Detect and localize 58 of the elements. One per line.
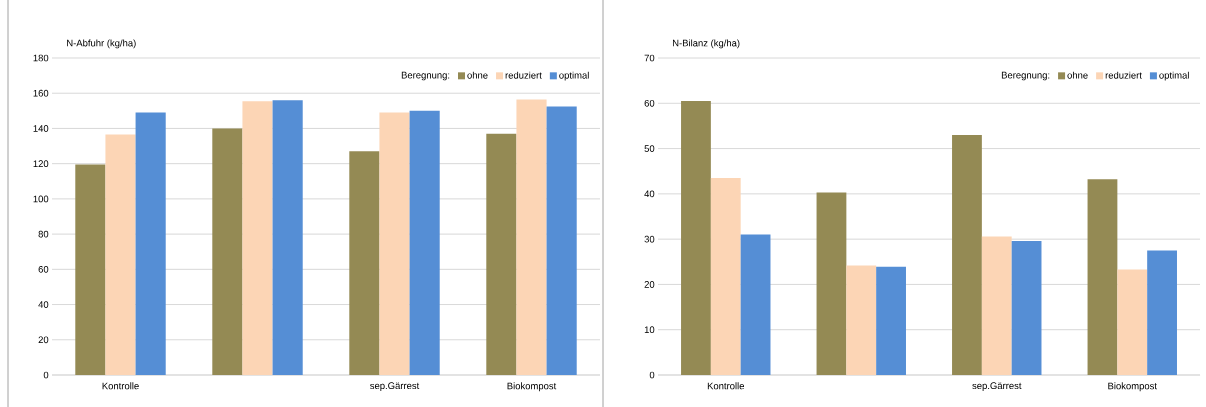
y-tick-label: 120 <box>33 160 49 168</box>
bar <box>816 192 847 375</box>
bar <box>486 133 517 375</box>
y-tick-label: 0 <box>43 371 49 379</box>
y-tick-label: 80 <box>38 230 49 238</box>
bar <box>740 234 771 375</box>
bar <box>546 106 577 375</box>
y-tick-label: 60 <box>38 265 49 273</box>
bar <box>846 265 877 375</box>
bar <box>135 112 166 375</box>
bar <box>75 164 106 375</box>
bar <box>272 100 303 375</box>
y-tick-label: 180 <box>33 54 49 62</box>
bar <box>710 178 741 375</box>
legend-title: Beregnung: <box>1001 71 1050 81</box>
legend-label: reduziert <box>1105 71 1142 79</box>
bar <box>379 112 410 375</box>
legend-label: optimal <box>1159 71 1189 81</box>
y-tick-label: 160 <box>33 89 49 97</box>
y-tick-label: 50 <box>644 145 655 152</box>
x-tick-label: sep.Gärrest <box>972 382 1022 391</box>
y-axis-title: N-Abfuhr (kg/ha) <box>67 39 136 49</box>
y-tick-label: 60 <box>644 99 655 107</box>
bar <box>952 134 982 375</box>
x-tick-label: Kontrolle <box>707 382 745 390</box>
y-tick-label: 140 <box>33 125 49 132</box>
x-tick-label: Biokompost <box>1108 382 1157 392</box>
x-tick-label: Kontrolle <box>102 382 139 390</box>
bar <box>1117 269 1148 375</box>
bar <box>105 134 136 375</box>
bar <box>981 236 1012 375</box>
legend-label: optimal <box>559 71 589 81</box>
y-tick-label: 20 <box>644 281 655 288</box>
y-tick-label: 30 <box>644 235 655 243</box>
legend-label: ohne <box>1067 71 1088 79</box>
bar <box>681 101 711 375</box>
bar <box>1011 240 1042 375</box>
y-tick-label: 40 <box>38 301 49 308</box>
y-tick-label: 20 <box>38 336 49 344</box>
y-tick-label: 0 <box>649 371 655 379</box>
y-axis-title: N-Bilanz (kg/ha) <box>672 39 740 49</box>
bar <box>516 99 547 375</box>
y-tick-label: 10 <box>644 326 655 334</box>
bar <box>876 266 906 375</box>
y-tick-label: 40 <box>644 190 655 198</box>
bar <box>349 151 380 375</box>
legend-label: reduziert <box>505 71 542 79</box>
x-tick-label: sep.Gärrest <box>370 382 420 391</box>
bar <box>1087 179 1118 375</box>
bar <box>1147 250 1177 375</box>
legend-title: Beregnung: <box>401 71 450 81</box>
bar <box>242 101 273 375</box>
legend-label: ohne <box>467 71 488 79</box>
x-tick-label: Biokompost <box>507 382 557 392</box>
bar <box>409 110 440 375</box>
y-tick-label: 70 <box>644 54 655 62</box>
bar <box>212 128 243 375</box>
y-tick-label: 100 <box>33 195 49 203</box>
